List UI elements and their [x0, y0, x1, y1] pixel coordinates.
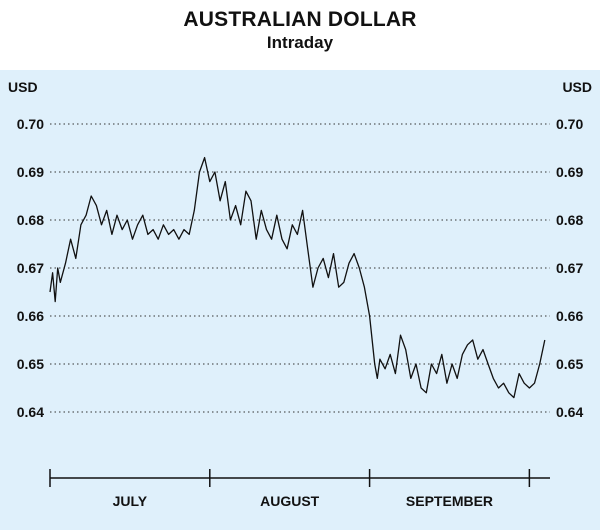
y-tick-label-left: 0.67 — [17, 260, 44, 276]
y-tick-label-left: 0.65 — [17, 356, 44, 372]
x-axis: JULY AUGUST SEPTEMBER — [49, 469, 550, 509]
y-tick-label-right: 0.66 — [556, 308, 583, 324]
y-tick-label-right: 0.70 — [556, 116, 583, 132]
y-ticks-right: 0.70 0.69 0.68 0.67 0.66 0.65 0.64 — [556, 116, 583, 420]
y-tick-label-right: 0.67 — [556, 260, 583, 276]
month-label: SEPTEMBER — [406, 493, 493, 509]
y-tick-label-left: 0.68 — [17, 212, 44, 228]
y-ticks-left: 0.70 0.69 0.68 0.67 0.66 0.65 0.64 — [17, 116, 44, 420]
month-label: JULY — [113, 493, 148, 509]
y-tick-label-right: 0.65 — [556, 356, 583, 372]
chart-subtitle: Intraday — [266, 33, 334, 52]
y-tick-label-left: 0.69 — [17, 164, 44, 180]
y-tick-label-right: 0.69 — [556, 164, 583, 180]
y-tick-label-left: 0.70 — [17, 116, 44, 132]
y-axis-unit-right: USD — [562, 79, 592, 95]
y-tick-label-right: 0.64 — [556, 404, 583, 420]
y-axis-unit-left: USD — [8, 79, 38, 95]
plot-background — [0, 70, 600, 530]
aud-usd-line — [49, 156, 546, 399]
chart-title: AUSTRALIAN DOLLAR — [183, 8, 417, 31]
y-tick-label-right: 0.68 — [556, 212, 583, 228]
month-label: AUGUST — [260, 493, 320, 509]
y-tick-label-left: 0.66 — [17, 308, 44, 324]
y-tick-label-left: 0.64 — [17, 404, 44, 420]
